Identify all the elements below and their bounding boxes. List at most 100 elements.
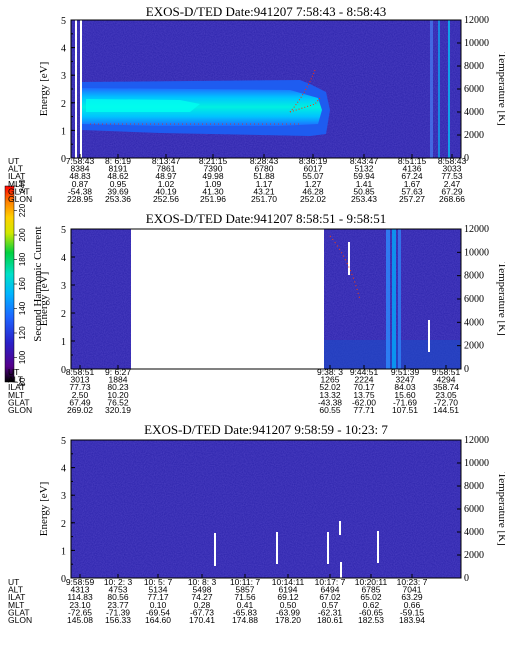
- panel-3-spike: [276, 532, 278, 564]
- panel-1-ephemeris-value: 1.17: [256, 179, 273, 189]
- panel-3-ephemeris-value: 10: 2: 3: [104, 577, 133, 587]
- panel-3-ephemeris-value: 6785: [362, 585, 381, 595]
- panel-3-ephemeris-row-label: UT: [8, 577, 19, 587]
- colorbar-tick-label: 220: [18, 203, 27, 217]
- panel-2-ephemeris-value: 77.71: [353, 405, 375, 415]
- panel-3-ephemeris-value: 10:14:11: [272, 577, 305, 587]
- panel-2-spike: [348, 242, 350, 275]
- panel-3-ephemeris-value: 0.41: [237, 600, 254, 610]
- panel-3-spike: [340, 562, 342, 578]
- panel-2-ephemeris-value: 9:44:51: [350, 367, 379, 377]
- panel-3-ephemeris-value: 10:20:11: [355, 577, 388, 587]
- panel-3-ephemeris-value: 5857: [236, 585, 255, 595]
- panel-3-ephemeris-value: 10: 8: 3: [188, 577, 217, 587]
- panel-1-ephemeris-value: 1.41: [356, 179, 373, 189]
- panel-1: EXOS-D/TED Date:941207 7:58:43 - 8:58:43…: [8, 4, 505, 204]
- colorbar-tick-label: 120: [18, 326, 27, 340]
- panel-3-y2-axis-label: Temperature [K]: [496, 472, 505, 545]
- panel-2-ephemeris-value: 1265: [321, 375, 340, 385]
- panel-1-y-tick-label: 3: [61, 71, 66, 82]
- panel-2-ephemeris-value: 76.52: [107, 397, 129, 407]
- panel-2-y2-tick-label: 6000: [464, 294, 484, 305]
- panel-1-ephemeris-value: 5132: [355, 164, 374, 174]
- panel-1-stripe: [438, 20, 440, 158]
- panel-3: EXOS-D/TED Date:941207 9:58:59 - 10:23: …: [8, 422, 505, 625]
- panel-1-ephemeris-value: 1.02: [158, 179, 175, 189]
- panel-2-ephemeris-value: 1884: [109, 375, 128, 385]
- panel-3-ephemeris-value: 5498: [193, 585, 212, 595]
- panel-3-ephemeris-value: 74.27: [191, 592, 213, 602]
- panel-3-y-tick-label: 5: [61, 436, 66, 447]
- panel-3-spike: [327, 532, 329, 564]
- panel-3-ephemeris-value: -67.73: [190, 607, 214, 617]
- panel-1-y2-tick-label: 12000: [464, 15, 489, 26]
- panel-2-title: EXOS-D/TED Date:941207 8:58:51 - 9:58:51: [146, 211, 386, 226]
- colorbar-tick-label: 160: [18, 277, 27, 291]
- panel-3-y2-tick-label: 10000: [464, 458, 489, 469]
- panel-3-ephemeris-value: -65.83: [233, 607, 257, 617]
- panel-3-ephemeris-value: 180.61: [317, 615, 343, 625]
- panel-1-ephemeris-value: 55.07: [302, 171, 324, 181]
- panel-2-ephemeris-value: 8:58:51: [66, 367, 95, 377]
- panel-2-spike: [428, 320, 430, 352]
- panel-3-spike: [214, 533, 216, 566]
- panel-2-ephemeris-row-label: GLON: [8, 405, 32, 415]
- panel-3-ephemeris-value: 0.62: [363, 600, 380, 610]
- panel-1-ephemeris-value: -54.38: [68, 186, 92, 196]
- panel-3-ephemeris-value: 0.10: [150, 600, 167, 610]
- panel-3-y-tick-label: 4: [61, 464, 66, 475]
- panel-2-y2-tick-label: 12000: [464, 224, 489, 235]
- panel-1-ephemeris-value: 1.27: [305, 179, 322, 189]
- panel-1-ephemeris-row-label: MLT: [8, 179, 24, 189]
- panel-3-ephemeris-value: -62.31: [318, 607, 342, 617]
- panel-2-ephemeris-value: 23.05: [435, 390, 457, 400]
- panel-3-ephemeris-value: 23.77: [107, 600, 129, 610]
- panel-3-ephemeris-row-label: GLAT: [8, 607, 30, 617]
- panel-1-ephemeris-value: 268.66: [439, 194, 465, 204]
- panel-3-y-tick-label: 3: [61, 491, 66, 502]
- panel-2-y-tick-label: 2: [61, 309, 66, 320]
- panel-3-ephemeris-value: 0.57: [322, 600, 339, 610]
- panel-3-ephemeris-value: 77.17: [147, 592, 169, 602]
- panel-2-ephemeris-value: 269.02: [67, 405, 93, 415]
- panel-2-ephemeris-value: 10.20: [107, 390, 129, 400]
- panel-1-y-tick-label: 4: [61, 44, 66, 55]
- panel-3-ephemeris-value: 6494: [321, 585, 340, 595]
- panel-3-ephemeris-value: 4753: [109, 585, 128, 595]
- panel-3-ephemeris-value: 114.83: [67, 592, 93, 602]
- panel-3-ephemeris-value: 23.10: [69, 600, 91, 610]
- panel-1-ephemeris-value: 48.97: [155, 171, 177, 181]
- panel-1-ephemeris-value: 8384: [71, 164, 90, 174]
- panel-1-ephemeris-value: 8:43:47: [350, 156, 379, 166]
- panel-3-ephemeris-value: -59.15: [400, 607, 424, 617]
- panel-2-ephemeris-value: 9: 6:27: [105, 367, 131, 377]
- panel-3-ephemeris-value: 182.53: [358, 615, 384, 625]
- panel-1-ephemeris-value: 40.19: [155, 186, 177, 196]
- panel-3-ephemeris-value: 156.33: [105, 615, 131, 625]
- panel-2-y2-tick-label: 10000: [464, 247, 489, 258]
- panel-2-ephemeris-row-label: UT: [8, 367, 19, 377]
- panel-1-ephemeris-value: 251.96: [200, 194, 226, 204]
- panel-3-ephemeris-value: 183.94: [399, 615, 425, 625]
- panel-1-ephemeris-value: 8: 6:19: [105, 156, 131, 166]
- panel-2-y-tick-label: 4: [61, 253, 66, 264]
- panel-1-y2-tick-label: 4000: [464, 107, 484, 118]
- panel-1-ephemeris-value: 8:51:15: [398, 156, 427, 166]
- panel-1-ephemeris-value: 49.98: [202, 171, 224, 181]
- panel-1-ephemeris-value: 7861: [157, 164, 176, 174]
- panel-1-y2-tick-label: 6000: [464, 84, 484, 95]
- panel-1-ephemeris-value: 4136: [403, 164, 422, 174]
- panel-3-ephemeris-row-label: MLT: [8, 600, 24, 610]
- panel-2-ephemeris-row-label: GLAT: [8, 397, 30, 407]
- panel-2-ephemeris-value: 2.50: [72, 390, 89, 400]
- panel-3-ephemeris-row-label: ALT: [8, 585, 23, 595]
- panel-1-ephemeris-value: 7390: [204, 164, 223, 174]
- panel-3-ephemeris-value: 10:17: 7: [315, 577, 346, 587]
- colorbar-tick-label: 80: [18, 377, 27, 386]
- panel-1-y-tick-label: 5: [61, 16, 66, 27]
- panel-3-ephemeris-value: 67.02: [319, 592, 341, 602]
- panel-1-title: EXOS-D/TED Date:941207 7:58:43 - 8:58:43: [146, 4, 386, 19]
- panel-3-ephemeris-value: 174.88: [232, 615, 258, 625]
- panel-1-ephemeris-row-label: GLON: [8, 194, 32, 204]
- panel-3-noise: [71, 440, 461, 578]
